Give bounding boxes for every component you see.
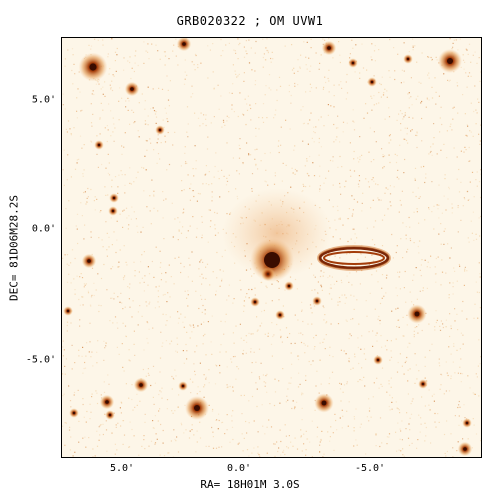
star-core bbox=[463, 447, 467, 451]
x-tick: 5.0' bbox=[109, 463, 135, 474]
star-core bbox=[287, 284, 291, 288]
star-core bbox=[97, 143, 101, 147]
star-core bbox=[406, 57, 410, 61]
star-core bbox=[321, 400, 327, 406]
star-core bbox=[351, 61, 355, 65]
star-core bbox=[181, 384, 185, 388]
x-tick: -5.0' bbox=[354, 463, 386, 474]
central-source bbox=[250, 238, 294, 282]
star-core bbox=[182, 42, 186, 46]
star-core bbox=[447, 58, 453, 64]
y-tick: 5.0' bbox=[31, 94, 56, 106]
star-core bbox=[327, 46, 331, 50]
y-tick: -5.0' bbox=[25, 354, 56, 366]
ring-artifact bbox=[317, 245, 391, 271]
star-core bbox=[108, 413, 112, 417]
star-core bbox=[194, 405, 200, 411]
y-tick: 0.0' bbox=[31, 223, 56, 235]
sky-field bbox=[62, 38, 481, 457]
star-core bbox=[72, 411, 76, 415]
y-axis-label: DEC= 81D06M28.2S bbox=[7, 195, 21, 301]
background-noise bbox=[62, 38, 481, 457]
x-axis-label: RA= 18H01M 3.0S bbox=[200, 478, 300, 491]
star-core bbox=[376, 358, 380, 362]
star-core bbox=[111, 209, 115, 213]
x-tick: 0.0' bbox=[226, 463, 252, 474]
sky-image bbox=[61, 37, 482, 458]
star-core bbox=[158, 128, 162, 132]
star-core bbox=[139, 383, 143, 387]
star-core bbox=[370, 80, 374, 84]
star-core bbox=[465, 421, 469, 425]
star-core bbox=[414, 311, 420, 317]
diffuse-glow bbox=[222, 188, 332, 278]
star-core bbox=[87, 259, 91, 263]
image-title: GRB020322 ; OM UVW1 bbox=[176, 14, 324, 28]
star-core bbox=[105, 400, 109, 404]
star-core bbox=[315, 299, 319, 303]
star-core bbox=[66, 309, 70, 313]
star-core bbox=[112, 196, 116, 200]
star-core bbox=[253, 300, 257, 304]
star-core bbox=[421, 382, 425, 386]
star-core bbox=[278, 313, 282, 317]
star-core bbox=[130, 87, 134, 91]
star-core bbox=[89, 63, 97, 71]
star-field bbox=[63, 38, 473, 457]
